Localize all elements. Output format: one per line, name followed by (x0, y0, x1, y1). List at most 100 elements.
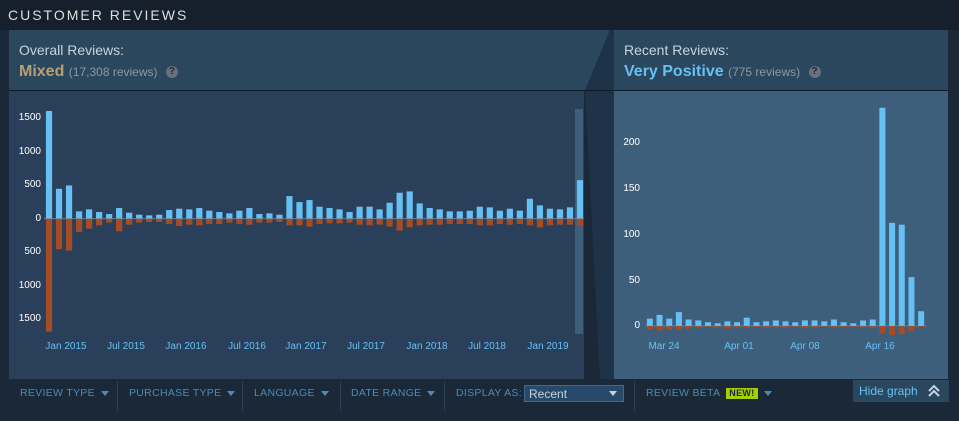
positive-bar (536, 205, 544, 219)
positive-bar (95, 212, 103, 219)
purchase-type-label: PURCHASE TYPE (129, 387, 222, 399)
section-title: CUSTOMER REVIEWS (8, 7, 189, 23)
positive-bar (65, 185, 73, 219)
negative-bar (446, 218, 453, 224)
separator (444, 381, 445, 411)
positive-bar (356, 206, 363, 219)
negative-bar (811, 325, 818, 328)
y-tick-label: 500 (24, 246, 41, 257)
y-tick-label: 150 (623, 183, 640, 194)
separator (634, 381, 635, 411)
review-type-filter[interactable]: REVIEW TYPE (20, 387, 109, 399)
hide-graph-label: Hide graph (859, 384, 918, 398)
negative-bar (830, 325, 837, 328)
negative-bar (734, 325, 741, 328)
positive-bar (456, 211, 463, 219)
negative-bar (226, 218, 233, 223)
positive-bar (546, 208, 554, 219)
negative-bar (918, 325, 925, 327)
overall-rating-line: Mixed (17,308 reviews) ? (19, 63, 178, 81)
display-as-value: Recent (529, 387, 568, 401)
review-beta-filter[interactable]: REVIEW BETA NEW! (646, 387, 772, 399)
positive-bar (695, 320, 702, 326)
negative-bar (256, 218, 263, 223)
hide-graph-button[interactable]: Hide graph (853, 380, 949, 402)
positive-bar (734, 322, 741, 326)
overall-label: Overall Reviews: (19, 42, 125, 58)
negative-bar (821, 325, 828, 327)
positive-bar (506, 208, 513, 219)
negative-bar (356, 218, 363, 225)
y-tick-label: 1500 (19, 112, 42, 123)
positive-bar (772, 320, 779, 326)
positive-bar (486, 207, 493, 219)
positive-bar (666, 318, 673, 326)
separator (340, 381, 341, 411)
negative-bar (685, 325, 692, 329)
language-label: LANGUAGE (254, 387, 315, 399)
positive-bar (782, 321, 789, 326)
positive-bar (416, 203, 423, 219)
x-tick-label: Jul 2018 (468, 341, 506, 352)
x-tick-label: Jan 2015 (45, 341, 87, 352)
x-tick-label: Jan 2018 (406, 341, 448, 352)
chevron-down-icon (763, 390, 772, 396)
positive-bar (821, 321, 828, 326)
positive-bar (166, 210, 173, 219)
positive-bar (656, 314, 663, 326)
negative-bar (724, 325, 731, 329)
chevron-down-icon (609, 391, 617, 396)
zoom-connector (585, 30, 614, 379)
language-filter[interactable]: LANGUAGE (254, 387, 329, 399)
filter-toolbar: REVIEW TYPE PURCHASE TYPE LANGUAGE DATE … (0, 379, 959, 421)
positive-bar (246, 208, 253, 219)
negative-bar (426, 218, 433, 225)
positive-bar (276, 214, 283, 219)
recent-rating[interactable]: Very Positive (624, 63, 724, 80)
positive-bar (879, 107, 886, 326)
negative-bar (126, 218, 133, 225)
chevron-down-icon (100, 390, 109, 396)
display-as-label: DISPLAY AS: (456, 387, 522, 399)
negative-bar (246, 218, 253, 225)
negative-bar (406, 218, 413, 228)
negative-bar (476, 218, 483, 226)
date-range-filter[interactable]: DATE RANGE (351, 387, 436, 399)
new-badge: NEW! (726, 387, 758, 399)
negative-bar (156, 218, 163, 222)
negative-bar (116, 218, 123, 232)
negative-bar (908, 325, 915, 332)
chevron-down-icon (427, 390, 436, 396)
question-icon[interactable]: ? (165, 65, 178, 78)
positive-bar (136, 214, 143, 219)
negative-bar (466, 218, 473, 224)
negative-bar (860, 325, 867, 328)
x-tick-label: Mar 24 (648, 341, 680, 352)
negative-bar (166, 218, 173, 224)
negative-bar (704, 325, 711, 327)
positive-bar (376, 209, 383, 219)
positive-bar (336, 209, 343, 219)
question-icon[interactable]: ? (808, 65, 821, 78)
negative-bar (666, 325, 673, 330)
purchase-type-filter[interactable]: PURCHASE TYPE (129, 387, 236, 399)
positive-bar (840, 322, 847, 326)
x-tick-label: Apr 16 (865, 341, 895, 352)
negative-bar (266, 218, 273, 223)
recent-graph: 200 150 100 50 0 Mar 24 Apr 01 Apr 08 Apr 16 (614, 91, 948, 379)
positive-bar (196, 208, 203, 219)
x-tick-label: Jul 2016 (228, 341, 266, 352)
negative-bar (743, 325, 750, 328)
negative-bar (45, 218, 53, 332)
negative-bar (456, 218, 463, 224)
positive-bar (811, 320, 818, 326)
y-tick-label: 0 (35, 213, 41, 224)
negative-bar (763, 325, 770, 328)
positive-bar (685, 319, 692, 326)
y-tick-label: 1000 (19, 146, 42, 157)
overall-rating[interactable]: Mixed (19, 63, 65, 80)
negative-bar (306, 218, 313, 227)
display-as-select[interactable]: Recent (524, 385, 624, 402)
negative-bar (136, 218, 143, 223)
negative-bar (386, 218, 393, 227)
